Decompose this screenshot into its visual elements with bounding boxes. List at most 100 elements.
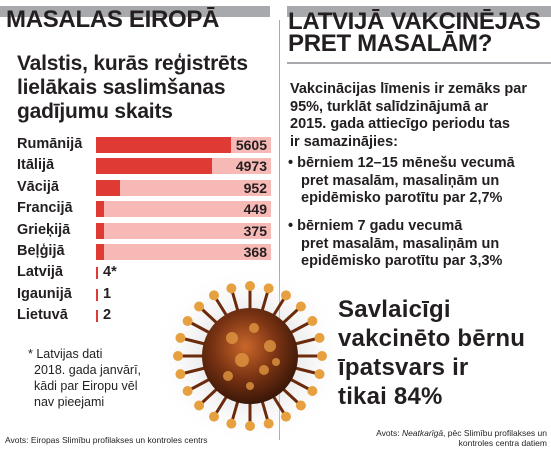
virus-spike-tip xyxy=(245,281,255,291)
right-header-bar xyxy=(287,6,551,17)
bar-value-label: 952 xyxy=(243,179,267,196)
chart-title-line-1: Valstis, kurās reģistrēts xyxy=(17,52,248,75)
bar xyxy=(96,201,104,218)
virus-spike-tip xyxy=(263,418,274,429)
virus-spike-tip xyxy=(182,386,193,396)
bullet-2-line-1: • bērniem 7 gadu vecumā xyxy=(288,218,463,234)
right-source: Avots: Neatkarīgā, pēc Slimību profilaks… xyxy=(376,428,547,448)
virus-spike-tip xyxy=(281,411,291,422)
bar xyxy=(96,288,98,301)
bar-value-label: 4973 xyxy=(235,158,267,175)
right-header-line-1: LATVIJĀ VAKCINĒJAS xyxy=(288,8,541,35)
bar-chart: Rumānijā 5605 Itālijā 4973 Vācijā 952 Francijā… xyxy=(0,0,280,340)
bar-track: 4973 xyxy=(96,158,271,175)
virus-spike-tip xyxy=(194,400,205,411)
footnote-line-1: * Latvijas dati xyxy=(28,347,103,361)
category-label: Itālijā xyxy=(17,157,55,174)
virus-spike-tip xyxy=(226,283,237,294)
bar-track: 368 xyxy=(96,244,271,260)
virus-spike-tip xyxy=(209,290,219,301)
left-header: MASALAS EIROPĀ xyxy=(6,6,220,33)
highlight-line-1: Savlaicīgi xyxy=(338,296,451,323)
bar-value-label: 1 xyxy=(103,285,112,302)
bar-track: 449 xyxy=(96,201,271,218)
bar xyxy=(96,158,212,175)
bar-track: 5605 xyxy=(96,137,271,153)
virus-spike-tip xyxy=(314,369,325,380)
bullet-2-line-3: epidēmisko parotītu par 3,3% xyxy=(301,253,503,269)
highlight-line-4: tikai 84% xyxy=(338,383,443,410)
category-label: Lietuvā xyxy=(17,307,68,324)
virus-spike-tip xyxy=(295,301,306,312)
virus-spike-tip xyxy=(314,332,325,343)
intro-line-1: Vakcinācijas līmenis ir zemāks par xyxy=(290,81,527,97)
bar-value-label: 449 xyxy=(243,201,267,218)
intro-text: Vakcinācijas līmenis ir zemāks par 95%, … xyxy=(290,81,527,151)
bullet-1-line-3: epidēmisko parotītu par 2,7% xyxy=(301,190,503,206)
chart-title-line-3: gadījumu skaits xyxy=(17,100,173,123)
footnote-line-4: nav pieejami xyxy=(34,395,105,409)
bar-value-label: 5605 xyxy=(235,137,267,153)
bar xyxy=(96,137,231,153)
bar-value-label: 2 xyxy=(103,307,112,324)
bar-value-label: 375 xyxy=(243,222,267,239)
left-header-bar xyxy=(0,6,270,17)
category-label: Vācijā xyxy=(17,178,59,195)
virus-spike-tip xyxy=(295,400,306,411)
virus-illustration xyxy=(152,266,348,446)
virus-spike-tip xyxy=(263,283,274,294)
bar-value-label: 4* xyxy=(103,264,117,281)
footnote-line-2: 2018. gada janvārī, xyxy=(34,363,142,377)
virus-spike-tip xyxy=(226,418,237,429)
bar-track: 952 xyxy=(96,179,271,196)
right-header-rule xyxy=(287,62,551,64)
category-label: Francijā xyxy=(17,200,73,217)
right-source-prefix: Avots: xyxy=(376,428,402,438)
category-label: Grieķijā xyxy=(17,221,71,238)
bullet-2-line-2: pret masalām, masaliņām un xyxy=(301,235,500,252)
virus-texture xyxy=(223,323,280,390)
bar xyxy=(96,310,98,323)
right-header-line-2: PRET MASALĀM? xyxy=(288,30,493,57)
category-label: Igaunijā xyxy=(17,285,72,302)
virus-spike-tip xyxy=(173,351,183,361)
virus-spike-tip xyxy=(317,351,327,361)
virus-spike-tip xyxy=(209,411,219,422)
bar-track: 375 xyxy=(96,222,271,239)
chart-title: Valstis, kurās reģistrēts lielākais sasl… xyxy=(17,52,277,124)
chart-title-line-2: lielākais saslimšanas xyxy=(17,76,226,99)
category-label: Latvijā xyxy=(17,264,63,281)
bar-value-label: 368 xyxy=(243,244,267,260)
bar xyxy=(96,267,98,280)
column-divider xyxy=(279,20,280,440)
intro-line-4: ir samazinājies: xyxy=(290,133,398,150)
bar xyxy=(96,222,104,239)
bar xyxy=(96,179,120,196)
virus-spike-tip xyxy=(307,386,318,396)
intro-line-3: 2015. gada attiecīgo periodu tas xyxy=(290,116,510,132)
intro-line-2: 95%, turklāt salīdzinājumā ar xyxy=(290,98,489,115)
footnote-line-3: kādi par Eiropu vēl xyxy=(34,379,138,393)
bullet-1: • bērniem 12–15 mēnešu vecumā pret masal… xyxy=(288,155,515,208)
bullet-1-line-1: • bērniem 12–15 mēnešu vecumā xyxy=(288,155,515,171)
right-source-publication: Neatkarīgā xyxy=(401,428,444,438)
virus-spike-tip xyxy=(175,332,186,343)
virus-spike-tip xyxy=(182,316,193,326)
highlight-statement: Savlaicīgi vakcinēto bērnu īpatsvars ir … xyxy=(338,295,525,411)
left-source: Avots: Eiropas Slimību profilakses un ko… xyxy=(5,435,208,445)
bar xyxy=(96,244,104,260)
virus-spike-tip xyxy=(194,301,205,312)
right-source-line-2: kontroles centra datiem xyxy=(458,438,547,448)
right-source-rest: , pēc Slimību profilakses un xyxy=(443,428,547,438)
category-label: Beļģijā xyxy=(17,243,65,259)
virus-spike-tip xyxy=(175,369,186,380)
highlight-line-3: īpatsvars ir xyxy=(338,354,469,381)
footnote: * Latvijas dati 2018. gada janvārī, kādi… xyxy=(28,346,142,410)
bullet-2: • bērniem 7 gadu vecumā pret masalām, ma… xyxy=(288,218,502,271)
right-source-line-1: Avots: Neatkarīgā, pēc Slimību profilaks… xyxy=(376,428,547,438)
category-label: Rumānijā xyxy=(17,136,83,152)
virus-spike-tips xyxy=(173,281,327,431)
highlight-line-2: vakcinēto bērnu xyxy=(338,325,526,352)
virus-spike-tip xyxy=(307,316,318,326)
right-header: LATVIJĀ VAKCINĒJAS PRET MASALĀM? xyxy=(288,8,541,57)
